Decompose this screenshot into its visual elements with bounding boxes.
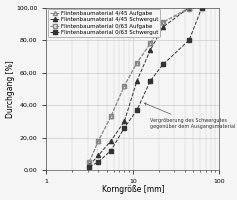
Flintenbaumaterial 0/63 Schwergut <box>162 63 164 66</box>
Flintenbaumaterial 0/63 Aufgabe <box>97 140 100 142</box>
Flintenbaumaterial 0/63 Schwergut <box>136 109 138 111</box>
Line: Flintenbaumaterial 4/45 Aufgabe: Flintenbaumaterial 4/45 Aufgabe <box>87 5 191 164</box>
Flintenbaumaterial 0/63 Aufgabe <box>136 62 138 64</box>
Flintenbaumaterial 4/45 Schwergut <box>162 26 164 28</box>
Flintenbaumaterial 4/45 Schwergut <box>149 49 152 51</box>
Flintenbaumaterial 0/63 Aufgabe <box>123 84 126 87</box>
Flintenbaumaterial 4/45 Aufgabe <box>88 161 91 163</box>
Flintenbaumaterial 4/45 Aufgabe <box>149 42 152 44</box>
Flintenbaumaterial 0/63 Schwergut <box>88 166 91 168</box>
Line: Flintenbaumaterial 0/63 Aufgabe: Flintenbaumaterial 0/63 Aufgabe <box>87 6 204 164</box>
Flintenbaumaterial 0/63 Aufgabe <box>201 6 203 9</box>
Flintenbaumaterial 4/45 Schwergut <box>136 79 138 82</box>
Flintenbaumaterial 4/45 Schwergut <box>123 120 126 122</box>
Line: Flintenbaumaterial 0/63 Schwergut: Flintenbaumaterial 0/63 Schwergut <box>87 6 204 169</box>
Flintenbaumaterial 0/63 Schwergut <box>109 149 112 152</box>
Flintenbaumaterial 0/63 Aufgabe <box>162 21 164 23</box>
Flintenbaumaterial 0/63 Aufgabe <box>109 115 112 118</box>
Flintenbaumaterial 0/63 Aufgabe <box>88 161 91 163</box>
Y-axis label: Durchgang [%]: Durchgang [%] <box>5 60 14 118</box>
Flintenbaumaterial 4/45 Aufgabe <box>123 84 126 87</box>
Flintenbaumaterial 0/63 Schwergut <box>97 161 100 163</box>
Flintenbaumaterial 4/45 Schwergut <box>97 154 100 157</box>
Flintenbaumaterial 0/63 Schwergut <box>201 6 203 9</box>
Flintenbaumaterial 0/63 Aufgabe <box>149 42 152 44</box>
Legend: Flintenbaumaterial 4/45 Aufgabe, Flintenbaumaterial 4/45 Schwergut, Flintenbauma: Flintenbaumaterial 4/45 Aufgabe, Flinten… <box>48 9 160 37</box>
Flintenbaumaterial 4/45 Schwergut <box>88 164 91 166</box>
Flintenbaumaterial 0/63 Schwergut <box>123 127 126 129</box>
Flintenbaumaterial 0/63 Aufgabe <box>188 8 191 10</box>
Flintenbaumaterial 4/45 Schwergut <box>188 6 191 9</box>
Flintenbaumaterial 4/45 Aufgabe <box>136 62 138 64</box>
X-axis label: Korngröße [mm]: Korngröße [mm] <box>101 185 164 194</box>
Flintenbaumaterial 0/63 Schwergut <box>149 79 152 82</box>
Flintenbaumaterial 4/45 Aufgabe <box>162 21 164 23</box>
Line: Flintenbaumaterial 4/45 Schwergut: Flintenbaumaterial 4/45 Schwergut <box>87 5 191 167</box>
Flintenbaumaterial 4/45 Schwergut <box>109 140 112 142</box>
Flintenbaumaterial 4/45 Aufgabe <box>188 6 191 9</box>
Flintenbaumaterial 4/45 Aufgabe <box>109 115 112 118</box>
Flintenbaumaterial 4/45 Aufgabe <box>97 140 100 142</box>
Text: Vergröberung des Schwergutes
gegenüber dem Ausgangsmaterial: Vergröberung des Schwergutes gegenüber d… <box>144 103 236 129</box>
Flintenbaumaterial 0/63 Schwergut <box>188 39 191 41</box>
